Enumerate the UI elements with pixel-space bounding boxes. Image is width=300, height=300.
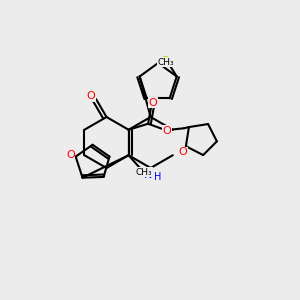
- Text: CH₃: CH₃: [136, 168, 152, 177]
- Text: N: N: [143, 170, 152, 181]
- Text: O: O: [162, 126, 171, 136]
- Text: O: O: [86, 91, 95, 101]
- Text: O: O: [66, 150, 75, 160]
- Text: S: S: [161, 56, 168, 67]
- Text: H: H: [154, 172, 162, 182]
- Text: O: O: [148, 98, 157, 108]
- Text: CH₃: CH₃: [157, 58, 174, 67]
- Text: O: O: [178, 147, 187, 157]
